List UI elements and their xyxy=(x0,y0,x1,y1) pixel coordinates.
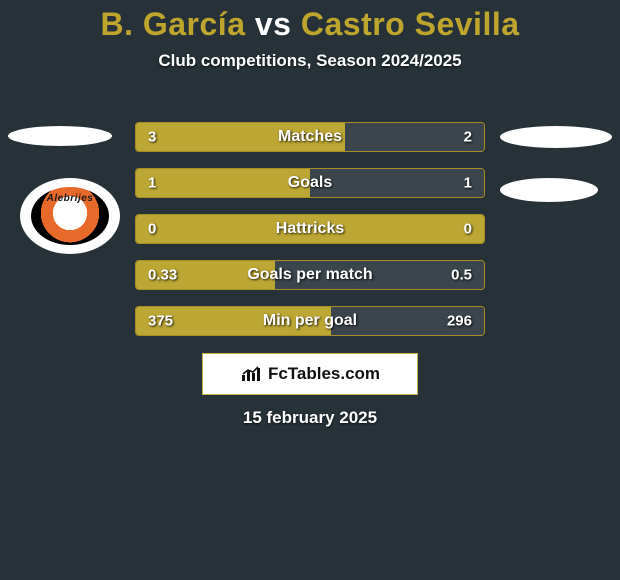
stat-value-right: 0.5 xyxy=(451,267,472,284)
stat-value-left: 0.33 xyxy=(148,267,177,284)
stat-row: 1 1 Goals xyxy=(135,168,485,198)
stat-row: 375 296 Min per goal xyxy=(135,306,485,336)
stat-label: Matches xyxy=(278,128,342,146)
stat-row: 3 2 Matches xyxy=(135,122,485,152)
brand-text: FcTables.com xyxy=(268,364,380,384)
team1-badge: Alebrijes xyxy=(20,178,120,254)
stat-bar-right xyxy=(310,169,484,197)
stat-value-left: 3 xyxy=(148,129,156,146)
team1-badge-label: Alebrijes xyxy=(47,193,94,204)
stat-row: 0 0 Hattricks xyxy=(135,214,485,244)
stat-bar-left xyxy=(136,169,310,197)
brand-box[interactable]: FcTables.com xyxy=(202,353,418,395)
team1-logo-placeholder xyxy=(8,126,112,146)
player1-name: B. García xyxy=(100,6,245,42)
subtitle: Club competitions, Season 2024/2025 xyxy=(0,51,620,71)
page-title: B. García vs Castro Sevilla xyxy=(0,0,620,43)
team1-badge-inner: Alebrijes xyxy=(31,187,109,245)
stat-label: Min per goal xyxy=(263,312,357,330)
stat-value-right: 1 xyxy=(464,175,472,192)
stat-label: Hattricks xyxy=(276,220,344,238)
stat-value-left: 375 xyxy=(148,313,173,330)
team2-logo-placeholder-b xyxy=(500,178,598,202)
player2-name: Castro Sevilla xyxy=(301,6,520,42)
brand-chart-icon xyxy=(240,365,262,383)
vs-word: vs xyxy=(255,6,292,42)
stat-label: Goals xyxy=(288,174,332,192)
stat-value-right: 0 xyxy=(464,221,472,238)
date-line: 15 february 2025 xyxy=(0,408,620,428)
stats-table: 3 2 Matches 1 1 Goals 0 0 Hattricks 0.33 0.5 Goals … xyxy=(135,122,485,352)
stat-value-left: 1 xyxy=(148,175,156,192)
stat-value-left: 0 xyxy=(148,221,156,238)
stat-value-right: 2 xyxy=(464,129,472,146)
stat-row: 0.33 0.5 Goals per match xyxy=(135,260,485,290)
stat-value-right: 296 xyxy=(447,313,472,330)
stat-label: Goals per match xyxy=(247,266,372,284)
team2-logo-placeholder-a xyxy=(500,126,612,148)
